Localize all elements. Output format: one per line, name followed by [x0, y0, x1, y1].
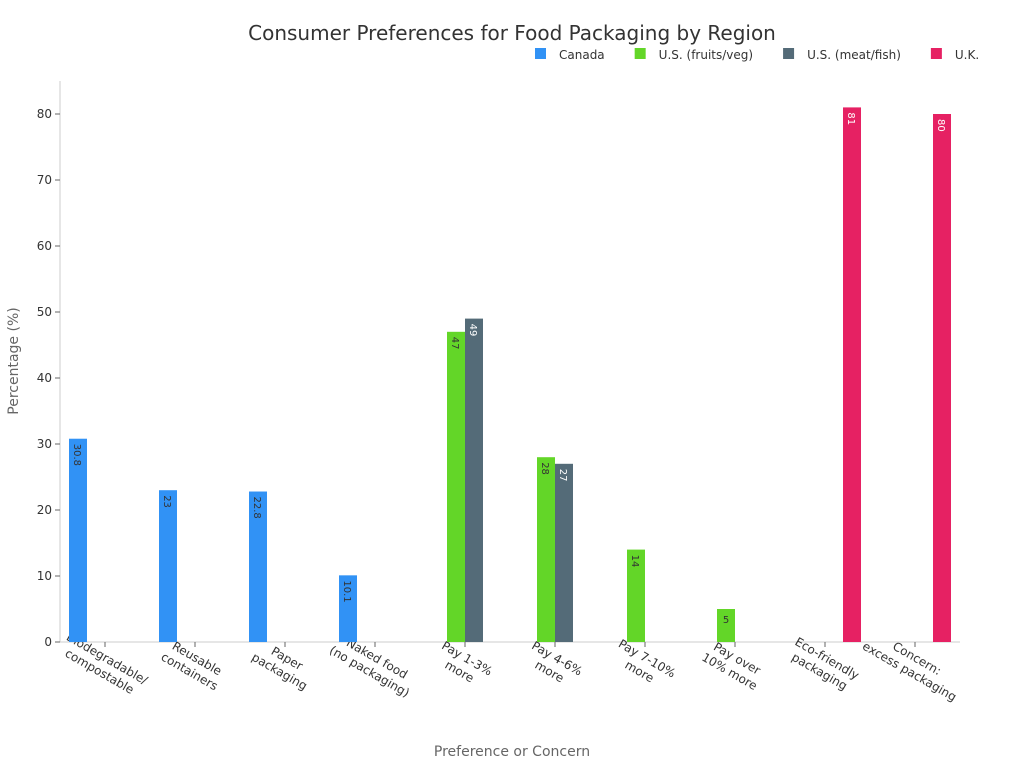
x-tick-label: Pay 7-10%more: [608, 637, 678, 694]
legend-label: Canada: [559, 48, 605, 62]
bar: [555, 463, 573, 642]
legend-swatch: [535, 48, 546, 59]
value-label: 27: [557, 469, 568, 482]
legend-swatch: [634, 48, 646, 59]
bar: [465, 318, 483, 642]
y-tick-label: 20: [37, 503, 52, 517]
value-label: 23: [161, 495, 172, 508]
value-label: 49: [467, 324, 478, 337]
bar: [843, 107, 861, 642]
x-axis-label: Preference or Concern: [434, 744, 590, 760]
value-label: 47: [449, 337, 460, 350]
bar: [717, 609, 735, 642]
y-tick-label: 80: [37, 107, 52, 121]
x-tick-label: Reusablecontainers: [159, 637, 228, 694]
bar: [447, 331, 465, 642]
y-tick-label: 50: [37, 305, 52, 319]
legend-label: U.K.: [955, 48, 979, 62]
y-tick-label: 60: [37, 239, 52, 253]
bar: [537, 457, 555, 642]
x-tick-label: Pay 1-3%more: [432, 638, 495, 691]
value-label: 10.1: [341, 580, 352, 602]
value-label: 28: [539, 462, 550, 475]
x-tick-label: Paperpackaging: [249, 637, 317, 693]
chart-title: Consumer Preferences for Food Packaging …: [248, 21, 776, 45]
bar: [339, 575, 357, 642]
value-label: 81: [845, 112, 856, 125]
legend-label: U.S. (fruits/veg): [659, 48, 753, 62]
legend-swatch: [930, 48, 942, 59]
x-tick-label: Pay over10% more: [699, 637, 767, 693]
y-axis-label: Percentage (%): [6, 307, 22, 414]
bar: [627, 549, 645, 642]
y-tick-label: 0: [44, 635, 52, 649]
value-label: 30.8: [71, 444, 82, 466]
y-tick-label: 10: [37, 569, 52, 583]
bar: [159, 490, 177, 642]
y-tick-label: 30: [37, 437, 52, 451]
value-label: 22.8: [251, 497, 262, 519]
bar: [69, 438, 87, 642]
y-tick-label: 70: [37, 173, 52, 187]
legend-label: U.S. (meat/fish): [807, 48, 901, 62]
x-tick-label: Eco-friendlypackaging: [785, 635, 862, 696]
x-tick-label: Pay 4-6%more: [522, 638, 585, 691]
value-label: 14: [629, 555, 640, 568]
legend-swatch: [783, 48, 795, 59]
bar: [249, 491, 267, 642]
value-label: 5: [723, 615, 729, 626]
value-label: 80: [935, 119, 946, 132]
bar: [933, 114, 951, 642]
y-tick-label: 40: [37, 371, 52, 385]
